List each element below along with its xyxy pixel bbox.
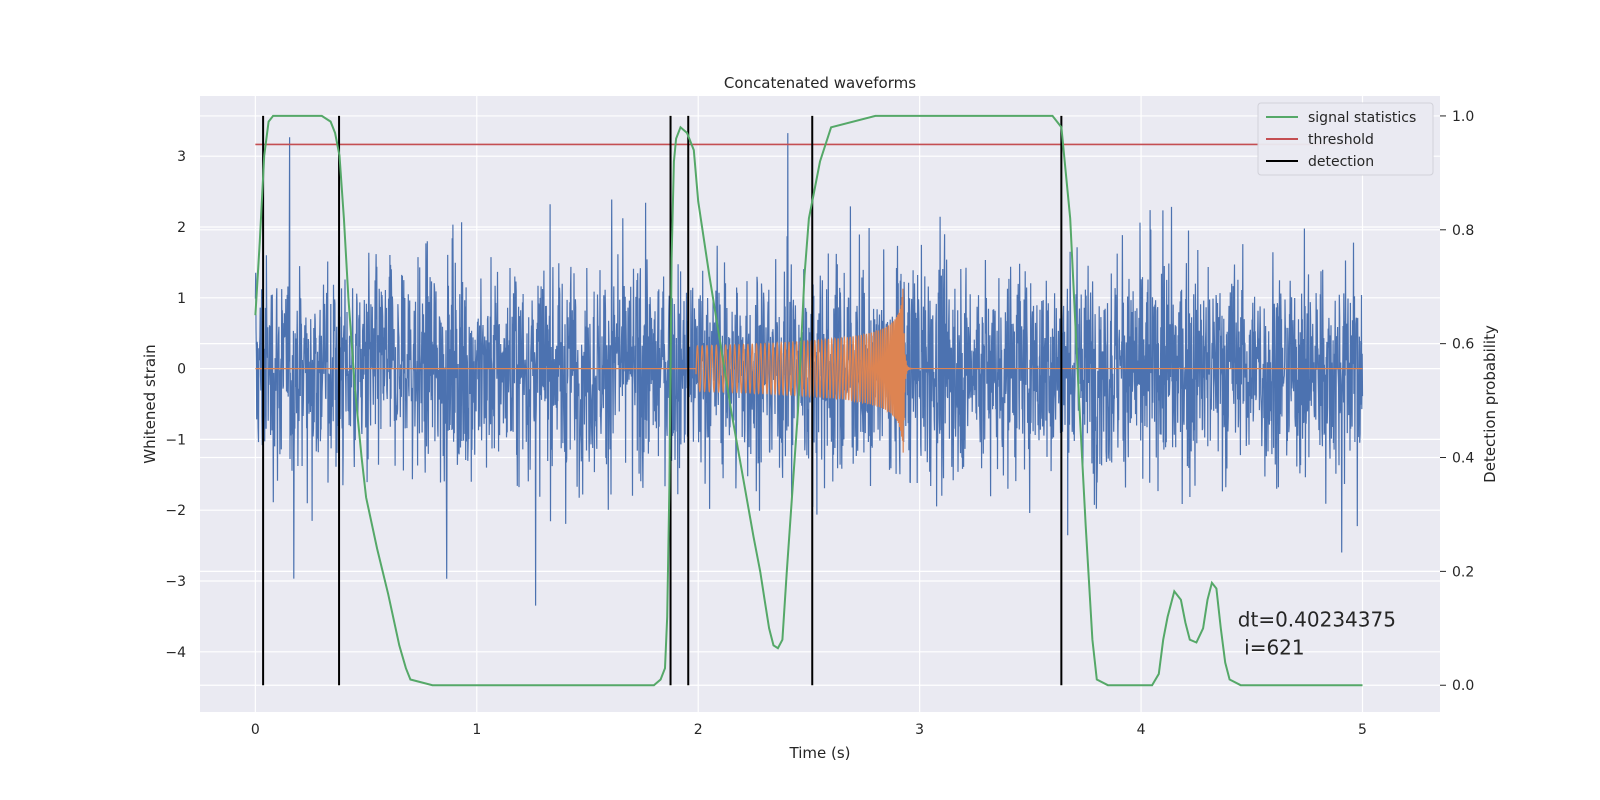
x-tick-label: 2	[694, 722, 703, 738]
legend-label-statistics: signal statistics	[1308, 110, 1416, 126]
x-axis-label: Time (s)	[789, 744, 851, 762]
y-tick-label: −3	[165, 574, 186, 590]
y2-tick-label: 0.2	[1452, 564, 1474, 580]
y-tick-label: 1	[177, 291, 186, 307]
x-tick-label: 4	[1137, 722, 1146, 738]
y2-tick-label: 0.0	[1452, 678, 1474, 694]
x-tick-label: 0	[251, 722, 260, 738]
y-axis-label: Whitened strain	[141, 344, 159, 463]
legend: signal statistics threshold detection	[1257, 102, 1434, 176]
legend-label-threshold: threshold	[1308, 132, 1374, 148]
annotation-index: i=621	[1238, 636, 1305, 660]
x-tick-label: 3	[915, 722, 924, 738]
strain-series-line	[254, 133, 1364, 606]
y2-axis-label: Detection probability	[1481, 325, 1499, 483]
statistics-series-line	[254, 114, 1363, 687]
annotation-dt: dt=0.40234375	[1238, 608, 1396, 632]
y2-tick-label: 0.8	[1452, 223, 1474, 239]
template-series-line	[255, 288, 1363, 453]
y-tick-label: −4	[165, 645, 186, 661]
y-tick-label: 2	[177, 220, 186, 236]
y-tick-label: 0	[177, 362, 186, 378]
plot-area	[254, 114, 1364, 687]
x-tick-label: 5	[1358, 722, 1367, 738]
legend-box	[1257, 102, 1434, 176]
axis-ticks: 0 1 2 3 4 5 −4 −3 −2 −1 0 1 2 3 0.0 0.2 0.4 0.6 0.8 1.0	[165, 109, 1474, 738]
chart-title: Concatenated waveforms	[724, 74, 916, 92]
legend-label-detection: detection	[1308, 154, 1374, 170]
y-tick-label: 3	[177, 149, 186, 165]
y2-tick-label: 0.6	[1452, 337, 1474, 353]
x-tick-label: 1	[472, 722, 481, 738]
y2-tick-label: 0.4	[1452, 451, 1474, 467]
y-tick-label: −1	[165, 432, 186, 448]
y2-tick-label: 1.0	[1452, 109, 1474, 125]
y-tick-label: −2	[165, 503, 186, 519]
